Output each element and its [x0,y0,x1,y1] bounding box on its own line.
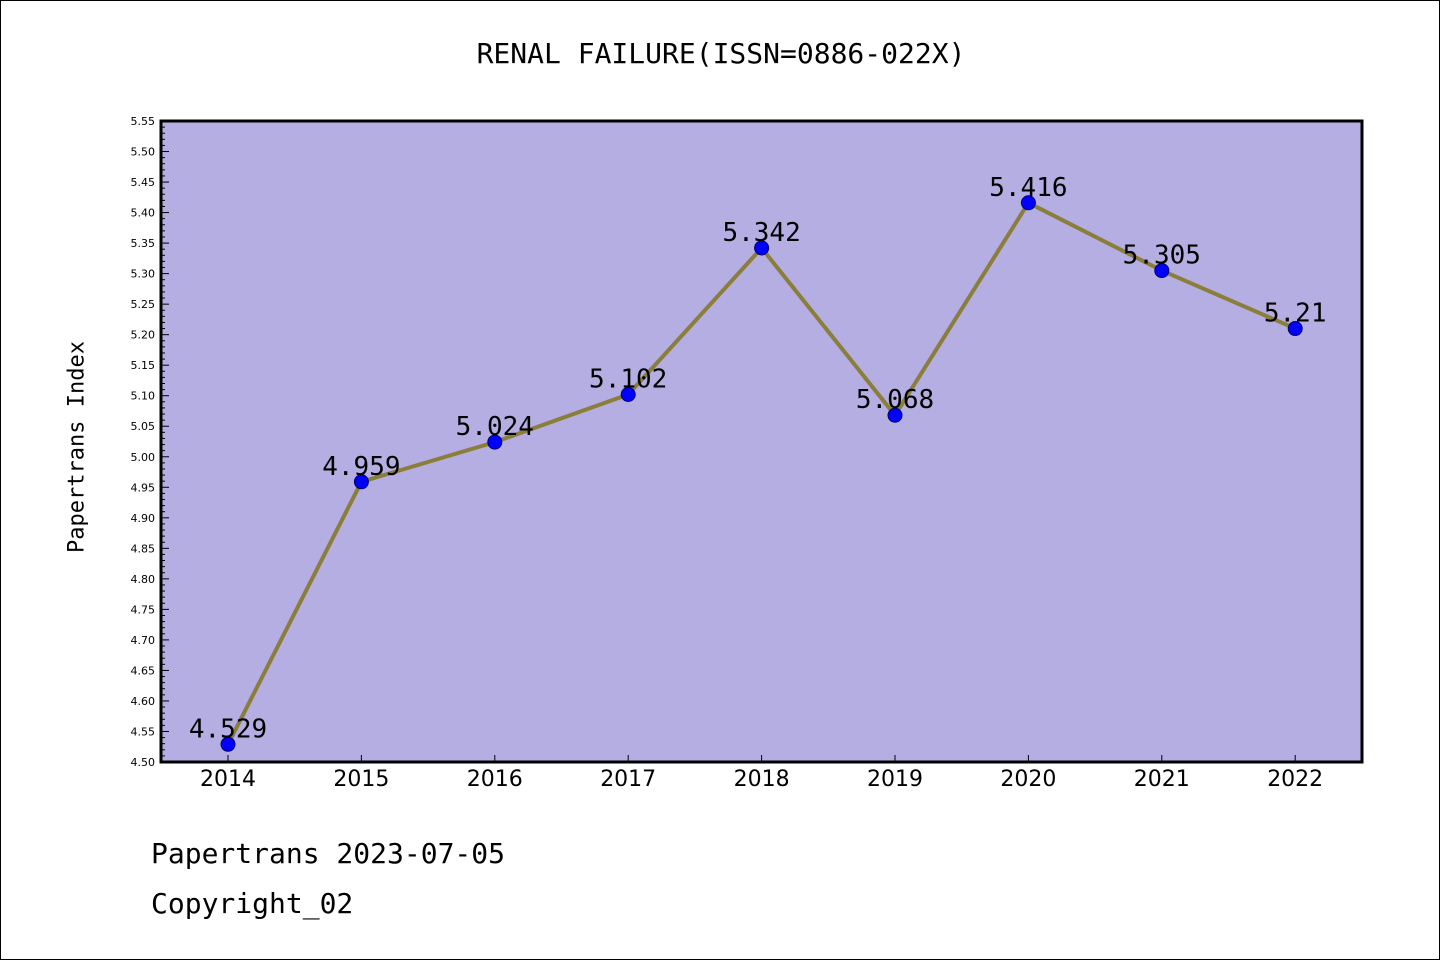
x-tick-label: 2017 [600,767,656,792]
y-tick-label: 4.55 [131,725,156,738]
data-label: 4.529 [189,714,267,744]
data-point [220,736,236,752]
y-tick-label: 5.20 [131,329,156,342]
data-point [487,434,503,450]
y-tick-label: 5.50 [131,146,156,159]
y-tick-label: 4.70 [131,634,156,647]
y-tick-label: 5.35 [131,237,156,250]
y-tick-label: 4.50 [131,756,156,769]
data-label: 5.024 [456,412,534,442]
y-tick-label: 5.40 [131,207,156,220]
data-label: 5.102 [589,364,667,394]
x-tick-label: 2014 [200,767,256,792]
y-tick-label: 5.15 [131,359,156,372]
y-tick-label: 5.00 [131,451,156,464]
data-label: 5.416 [989,173,1067,203]
y-tick-label: 4.90 [131,512,156,525]
y-tick-label: 5.25 [131,298,156,311]
y-tick-label: 5.55 [131,115,156,128]
data-point [887,407,903,423]
data-point [1020,195,1036,211]
data-label: 4.959 [322,452,400,482]
footer-date: Papertrans 2023-07-05 [151,837,506,870]
x-tick-label: 2015 [333,767,389,792]
data-point [754,240,770,256]
y-tick-label: 5.05 [131,420,156,433]
x-tick-label: 2018 [734,767,790,792]
data-label: 5.342 [722,218,800,248]
y-tick-label: 5.10 [131,390,156,403]
y-tick-label: 4.75 [131,603,156,616]
y-tick-label: 5.45 [131,176,156,189]
data-point [620,386,636,402]
footer-copyright: Copyright_02 [151,887,354,920]
x-tick-label: 2020 [1000,767,1056,792]
plot-frame [159,119,1364,764]
y-tick-label: 5.30 [131,268,156,281]
chart-title: RENAL FAILURE(ISSN=0886-022X) [476,37,966,70]
y-tick-label: 4.95 [131,481,156,494]
y-tick-label: 4.85 [131,542,156,555]
x-tick-label: 2016 [467,767,523,792]
x-tick-label: 2019 [867,767,923,792]
x-tick-label: 2022 [1267,767,1323,792]
data-label: 5.21 [1264,299,1327,329]
y-tick-label: 4.65 [131,664,156,677]
x-tick-label: 2021 [1134,767,1190,792]
plot-area [161,121,1362,762]
data-point [1154,263,1170,279]
data-label: 5.305 [1123,241,1201,271]
data-point [1287,321,1303,337]
y-tick-label: 4.80 [131,573,156,586]
data-point [353,474,369,490]
y-tick-label: 4.60 [131,695,156,708]
data-label: 5.068 [856,385,934,415]
